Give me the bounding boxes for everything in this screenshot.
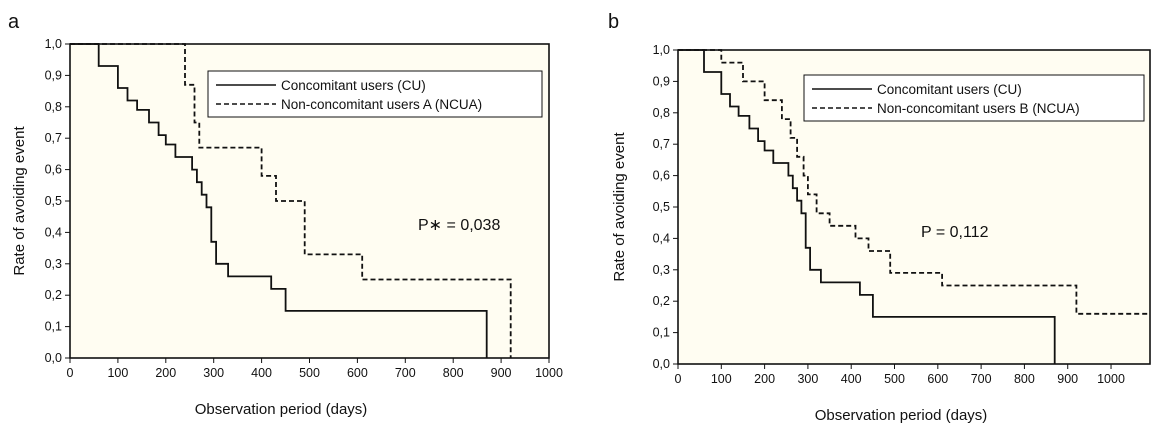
x-tick-label: 400: [841, 372, 862, 386]
x-tick-label: 800: [443, 366, 464, 380]
y-tick-label: 0,2: [653, 294, 670, 308]
x-tick-label: 900: [1057, 372, 1078, 386]
legend-label: Concomitant users (CU): [281, 78, 426, 93]
x-axis-title: Observation period (days): [815, 407, 988, 424]
x-tick-label: 900: [491, 366, 512, 380]
y-tick-label: 0,6: [653, 169, 670, 183]
x-tick-label: 100: [107, 366, 128, 380]
x-tick-label: 200: [155, 366, 176, 380]
legend-box: [803, 74, 1145, 122]
y-tick-label: 0,6: [45, 163, 62, 177]
y-tick-label: 0,1: [653, 326, 670, 340]
y-tick-label: 0,5: [45, 194, 62, 208]
y-tick-label: 0,8: [45, 100, 62, 114]
y-tick-label: 0,2: [45, 288, 62, 302]
legend: Concomitant users (CU) Non-concomitant us…: [207, 70, 543, 118]
x-tick-label: 400: [251, 366, 272, 380]
series-line-non-concomitant: [70, 43, 512, 358]
y-tick-label: 0,1: [45, 320, 62, 334]
x-tick-label: 500: [884, 372, 905, 386]
x-tick-label: 700: [971, 372, 992, 386]
y-tick-label: 1,0: [653, 43, 670, 57]
p-value-annotation: P∗ = 0,038: [418, 217, 500, 234]
y-tick-label: 0,8: [653, 106, 670, 120]
legend-label: Non-concomitant users A (NCUA): [281, 97, 482, 112]
x-tick-label: 100: [711, 372, 732, 386]
y-tick-label: 0,9: [653, 74, 670, 88]
x-tick-label: 600: [347, 366, 368, 380]
legend-label: Concomitant users (CU): [877, 82, 1022, 97]
y-tick-label: 0,7: [653, 137, 670, 151]
series-line-concomitant: [70, 43, 488, 358]
series-line-concomitant: [678, 49, 1056, 364]
panel-letter: b: [608, 11, 619, 33]
chart-panel-a: a 0,0 0,1 0,2 0,3 0,4 0,5 0,6 0,7 0,8 0,9 1,0 0 100 20…: [8, 11, 563, 418]
legend: Concomitant users (CU) Non-concomitant us…: [803, 74, 1145, 122]
x-tick-label: 700: [395, 366, 416, 380]
legend-box: [207, 70, 543, 118]
y-tick-label: 0,7: [45, 131, 62, 145]
x-tick-label: 500: [299, 366, 320, 380]
x-tick-label: 0: [675, 372, 682, 386]
x-tick-label: 1000: [535, 366, 563, 380]
y-tick-label: 0,3: [45, 257, 62, 271]
p-value-annotation: P = 0,112: [921, 224, 989, 241]
x-tick-label: 1000: [1097, 372, 1125, 386]
x-tick-label: 0: [67, 366, 74, 380]
y-tick-label: 1,0: [45, 37, 62, 51]
x-axis-title: Observation period (days): [195, 401, 368, 418]
series-line-non-concomitant: [678, 49, 1150, 315]
y-tick-label: 0,0: [45, 351, 62, 365]
x-tick-label: 600: [927, 372, 948, 386]
y-tick-label: 0,4: [653, 231, 670, 245]
x-tick-label: 800: [1014, 372, 1035, 386]
y-tick-label: 0,0: [653, 357, 670, 371]
legend-label: Non-concomitant users B (NCUA): [877, 101, 1080, 116]
y-axis-title: Rate of avoiding event: [611, 132, 628, 282]
y-tick-label: 0,9: [45, 68, 62, 82]
y-axis-title: Rate of avoiding event: [11, 126, 28, 276]
chart-panel-b: b 0,0 0,1 0,2 0,3 0,4 0,5 0,6 0,7 0,8 0,9 1,0 0 100 20…: [608, 11, 1151, 424]
panel-letter: a: [8, 11, 20, 33]
x-tick-label: 200: [754, 372, 775, 386]
x-tick-label: 300: [203, 366, 224, 380]
y-tick-label: 0,3: [653, 263, 670, 277]
x-tick-label: 300: [797, 372, 818, 386]
y-tick-label: 0,4: [45, 225, 62, 239]
y-tick-label: 0,5: [653, 200, 670, 214]
